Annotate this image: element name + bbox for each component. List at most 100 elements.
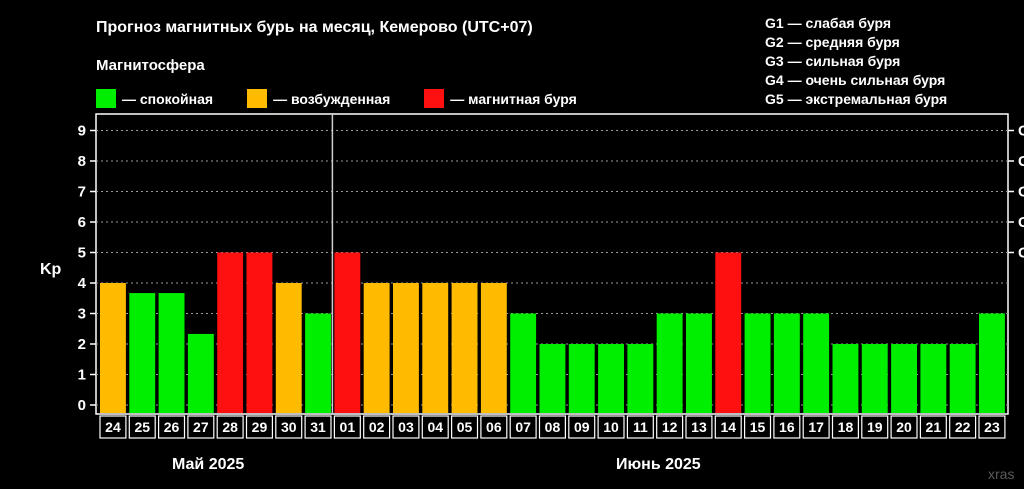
bar [451,283,478,413]
legend-label-storm: — магнитная буря [450,90,577,107]
bar [510,313,537,413]
bar [803,313,830,413]
category-label-box [392,415,420,439]
bar [305,313,331,413]
category-label-box [861,415,889,439]
category-label: 26 [164,419,180,435]
category-label-box [685,415,713,439]
watermark: xras [988,466,1015,482]
y-axis-label: Kp [40,261,62,278]
bar [891,344,917,413]
bar [422,283,449,413]
category-label: 22 [955,419,971,435]
category-label-box [99,415,127,439]
category-label-box [275,415,303,439]
g-scale-legend: G1 — слабая буря G2 — средняя буря G3 — … [765,14,947,109]
bar [246,252,273,413]
bar [393,283,419,413]
category-label: 20 [896,419,912,435]
bar [129,293,156,413]
plot-frame [95,113,1009,415]
category-label: 21 [926,419,942,435]
category-label: 04 [427,419,443,435]
g-scale-g3: G3 — сильная буря [765,53,901,69]
bar [861,344,888,413]
legend-swatch-calm [96,89,116,108]
bar [158,293,185,413]
category-label-box [128,415,156,439]
category-label-box [158,415,186,439]
right-tick-label: G4 [1018,153,1024,170]
category-label-box [568,415,596,439]
right-tick-label: G3 [1018,184,1024,201]
category-label: 05 [457,419,473,435]
bar [598,344,624,413]
legend-item-calm: — спокойная [96,89,213,108]
category-label-box [480,415,508,439]
y-tick-label: 2 [78,336,86,353]
category-label-box [421,415,449,439]
category-label-box [656,415,684,439]
category-label: 12 [662,419,678,435]
category-label-box [626,415,654,439]
category-label: 29 [252,419,268,435]
y-tick-label: 8 [78,153,86,170]
category-label: 08 [545,419,561,435]
category-label-box [919,415,947,439]
category-label-box [802,415,830,439]
bar [627,344,654,413]
category-label: 11 [633,419,648,435]
category-label-box [333,415,361,439]
category-label: 06 [486,419,502,435]
bar [949,344,976,413]
category-label-box [978,415,1006,439]
bar [480,283,507,413]
category-label: 19 [867,419,883,435]
category-label-box [831,415,859,439]
category-label-box [890,415,918,439]
y-tick-label: 0 [78,397,86,414]
category-label-box [509,415,537,439]
right-tick-label: G2 [1018,214,1024,231]
bar [920,344,947,413]
legend-swatch-storm [424,89,445,108]
bar [568,344,595,413]
bar [832,344,859,413]
bar [275,283,302,413]
y-tick-label: 9 [78,123,86,140]
category-label: 18 [838,419,854,435]
category-label: 16 [779,419,795,435]
category-label-box [187,415,215,439]
category-label-box [304,415,332,439]
category-label-box [743,415,772,439]
category-label: 02 [369,419,385,435]
category-label: 28 [222,419,238,435]
bar [334,252,361,413]
category-label: 01 [340,419,356,435]
category-label-box [714,415,742,439]
category-label: 30 [281,419,297,435]
g-scale-g5: G5 — экстремальная буря [765,91,948,107]
bar [100,283,126,413]
category-label: 15 [750,419,766,435]
category-label-box [949,415,977,439]
legend: — спокойная — возбужденная — магнитная б… [96,89,611,108]
category-label: 03 [398,419,414,435]
legend-item-storm: — магнитная буря [424,89,577,108]
bar [363,283,390,413]
bar [217,252,244,413]
bar [744,313,771,413]
category-label-box [597,415,625,439]
category-label: 13 [691,419,707,435]
bar [539,344,566,413]
category-label: 27 [193,419,209,435]
y-tick-label: 6 [78,214,86,231]
y-tick-label: 3 [78,306,86,323]
bar [773,313,800,413]
category-label: 10 [603,419,619,435]
legend-item-excited: — возбужденная [247,89,390,108]
legend-label-excited: — возбужденная [273,90,391,107]
category-label-box [773,415,801,439]
bar [715,252,742,413]
g-scale-g1: G1 — слабая буря [765,15,892,31]
